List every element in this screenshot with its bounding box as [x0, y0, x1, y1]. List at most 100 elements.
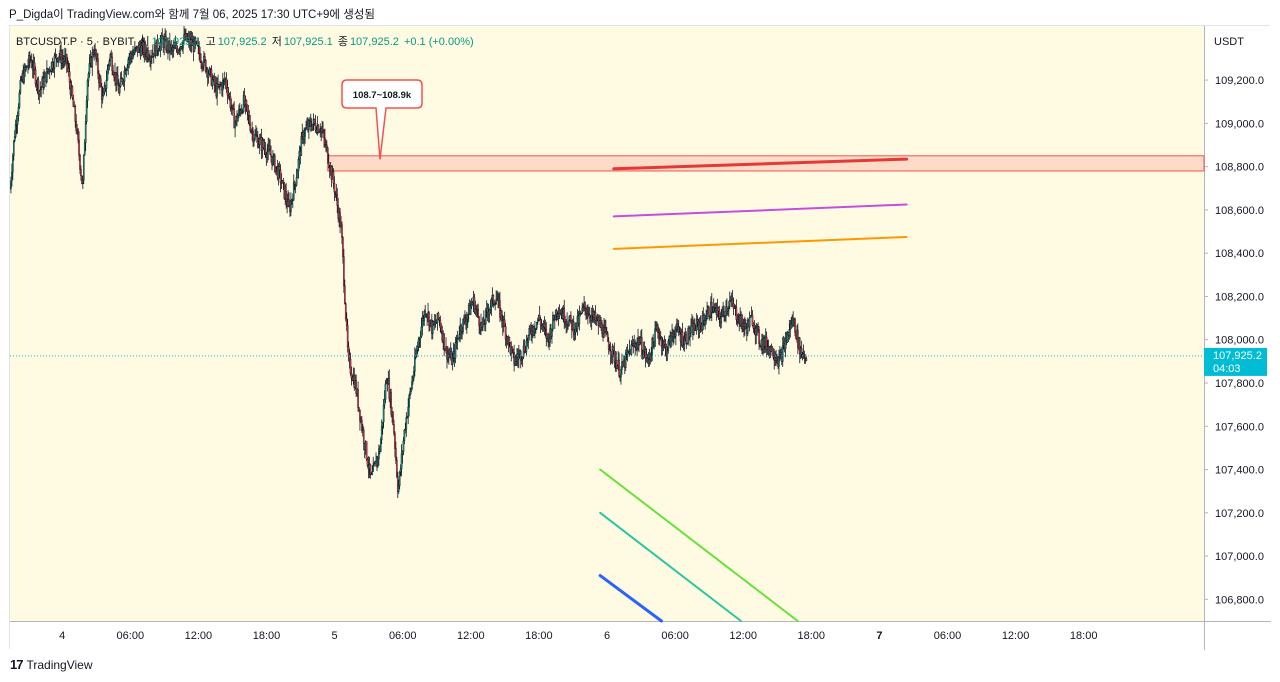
- trend-line: [612, 157, 909, 171]
- current-price-tag: [1204, 347, 1267, 376]
- candle-body: [78, 139, 80, 156]
- candle-body: [412, 377, 414, 382]
- candle-body: [346, 324, 349, 347]
- candle-body: [409, 391, 411, 396]
- candle-body: [84, 121, 87, 144]
- trend-line: [599, 468, 799, 622]
- candle-body: [735, 307, 738, 320]
- candle-body: [17, 107, 20, 117]
- candle-body: [248, 115, 251, 124]
- candle-body: [553, 315, 555, 320]
- candle-body: [720, 316, 723, 324]
- candle-body: [344, 303, 347, 319]
- candle-body: [741, 314, 743, 324]
- candle-body: [279, 169, 282, 183]
- candle-body: [781, 345, 784, 362]
- candle-body: [282, 180, 285, 183]
- candle-body: [350, 373, 353, 378]
- candle-body: [293, 181, 296, 185]
- candle-body: [323, 131, 325, 139]
- candle-body: [477, 309, 479, 318]
- candle-body: [327, 162, 330, 168]
- candle-body: [379, 439, 382, 452]
- candle-body: [91, 52, 94, 67]
- candle-body: [39, 89, 42, 92]
- change-value: +0.1 (+0.00%): [403, 36, 474, 48]
- candle-body: [204, 56, 206, 61]
- tradingview-footer: 17 TradingView: [10, 657, 93, 672]
- candle-body: [381, 421, 384, 427]
- candle-body: [108, 60, 111, 66]
- candle-body: [247, 111, 250, 116]
- candle-body: [566, 321, 568, 325]
- candle-body: [543, 323, 546, 328]
- candle-body: [788, 329, 791, 336]
- candle-body: [382, 404, 385, 423]
- candle-body: [395, 448, 397, 461]
- candle-body: [529, 328, 531, 331]
- candle-body: [46, 68, 48, 83]
- candle-body: [324, 137, 326, 145]
- candle-body: [292, 181, 295, 201]
- y-tick-label: 109,200.0: [1215, 75, 1264, 87]
- candle-body: [727, 307, 729, 312]
- candle-body: [431, 321, 434, 334]
- candle-body: [752, 325, 755, 329]
- candle-body: [12, 140, 15, 157]
- candle-body: [74, 106, 77, 122]
- candle-body: [758, 329, 760, 345]
- y-tick-label: 108,200.0: [1215, 291, 1264, 303]
- candle-body: [11, 171, 13, 182]
- candle-body: [18, 92, 21, 108]
- candle-body: [345, 318, 348, 326]
- candle-body: [678, 332, 681, 335]
- trend-line: [598, 574, 663, 623]
- low-label: 저: [271, 36, 282, 48]
- candle-body: [16, 115, 19, 125]
- candle-body: [201, 62, 203, 67]
- candle-body: [79, 155, 81, 170]
- candle-body: [332, 171, 335, 184]
- candle-body: [728, 306, 730, 309]
- candle-body: [317, 125, 320, 133]
- open-value: 107,925.1: [151, 36, 201, 48]
- price-axis-background: [1204, 26, 1271, 650]
- candle-body: [290, 200, 292, 212]
- x-tick-label: 4: [59, 630, 65, 642]
- candle-body: [416, 346, 419, 351]
- candle-body: [349, 358, 352, 374]
- candle-body: [99, 78, 102, 87]
- candle-body: [172, 47, 175, 51]
- price-chart[interactable]: USDT 106,800.0 107,000.0 107,200.0 107,400.0…: [10, 26, 1271, 650]
- candle-body: [366, 459, 369, 466]
- candle-body: [534, 329, 536, 332]
- candle-body: [321, 128, 323, 132]
- candle-body: [75, 121, 78, 132]
- candle-body: [706, 311, 708, 319]
- candle-body: [414, 356, 416, 372]
- candle-body: [601, 323, 603, 335]
- candle-body: [258, 138, 261, 146]
- candle-body: [111, 56, 113, 72]
- candle-body: [68, 71, 71, 83]
- candle-body: [590, 315, 593, 321]
- candle-body: [65, 54, 68, 64]
- candle-body: [488, 309, 491, 315]
- candle-body: [585, 307, 587, 315]
- candle-body: [454, 342, 457, 359]
- candle-body: [501, 310, 503, 322]
- candle-body: [685, 334, 688, 344]
- candle-body: [295, 177, 298, 186]
- candle-body: [521, 356, 524, 360]
- candle-body: [410, 388, 412, 392]
- candle-body: [438, 318, 441, 321]
- candle-body: [609, 350, 612, 356]
- candle-body: [624, 352, 627, 368]
- candle-body: [25, 66, 27, 70]
- trend-line: [599, 511, 742, 622]
- candle-body: [314, 123, 317, 131]
- open-label: 시: [139, 36, 150, 48]
- symbol-title[interactable]: BTCUSDT.P · 5 · BYBIT: [16, 36, 135, 48]
- candle-body: [523, 345, 526, 352]
- candle-body: [411, 381, 413, 390]
